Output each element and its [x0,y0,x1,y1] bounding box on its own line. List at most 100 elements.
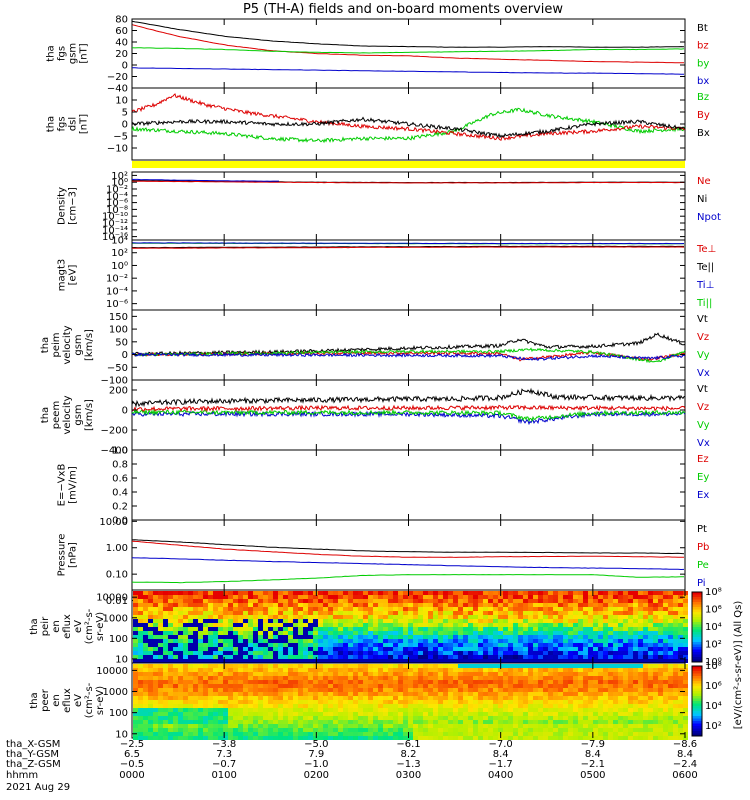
legend-entry: Ne [697,176,711,187]
heatmap-cell [153,720,158,724]
heatmap-cell [428,696,433,700]
heatmap-cell [333,599,338,603]
heatmap-cell [578,619,583,623]
heatmap-cell [383,591,388,595]
heatmap-cell [163,692,168,696]
heatmap-cell [278,716,283,720]
heatmap-cell [263,700,268,704]
heatmap-cell [493,720,498,724]
heatmap-cell [358,639,363,643]
heatmap-cell [173,680,178,684]
heatmap-cell [618,595,623,599]
heatmap-cell [503,623,508,627]
heatmap-cell [343,595,348,599]
heatmap-cell [658,627,663,631]
heatmap-cell [478,639,483,643]
heatmap-cell [328,655,333,659]
heatmap-cell [188,643,193,647]
heatmap-cell [288,639,293,643]
heatmap-cell [188,595,193,599]
heatmap-cell [398,720,403,724]
heatmap-cell [608,736,613,740]
heatmap-cell [148,603,153,607]
heatmap-cell [433,708,438,712]
heatmap-cell [408,631,413,635]
heatmap-cell [543,704,548,708]
heatmap-cell [393,712,398,716]
heatmap-cell [478,712,483,716]
heatmap-cell [463,708,468,712]
ephemeris-value: 0600 [672,770,697,781]
heatmap-cell [303,619,308,623]
heatmap-cell [278,676,283,680]
heatmap-cell [638,603,643,607]
heatmap-cell [233,615,238,619]
heatmap-cell [308,708,313,712]
heatmap-cell [623,651,628,655]
heatmap-cell [443,611,448,615]
heatmap-cell [513,672,518,676]
heatmap-cell [278,647,283,651]
heatmap-cell [513,708,518,712]
heatmap-cell [378,595,383,599]
heatmap-cell [553,659,558,663]
heatmap-cell [363,631,368,635]
heatmap-cell [648,732,653,736]
heatmap-cell [603,595,608,599]
heatmap-cell [323,611,328,615]
heatmap-cell [458,688,463,692]
heatmap-cell [203,704,208,708]
heatmap-cell [483,720,488,724]
heatmap-cell [578,732,583,736]
heatmap-cell [658,724,663,728]
legend-entry: Vx [697,368,710,379]
heatmap-cell [528,700,533,704]
heatmap-cell [553,716,558,720]
heatmap-cell [163,700,168,704]
heatmap-cell [313,676,318,680]
heatmap-cell [658,591,663,595]
heatmap-cell [418,591,423,595]
heatmap-cell [318,647,323,651]
heatmap-cell [348,688,353,692]
heatmap-cell [243,712,248,716]
heatmap-cell [673,736,678,740]
heatmap-cell [538,708,543,712]
heatmap-cell [438,716,443,720]
heatmap-cell [603,672,608,676]
heatmap-cell [528,664,533,668]
ephemeris-value: −1.3 [396,759,420,770]
heatmap-cell [178,659,183,663]
heatmap-cell [143,651,148,655]
heatmap-cell [583,655,588,659]
heatmap-cell [263,696,268,700]
heatmap-cell [478,684,483,688]
heatmap-cell [408,696,413,700]
heatmap-cell [423,708,428,712]
heatmap-cell [273,627,278,631]
heatmap-cell [488,724,493,728]
heatmap-cell [388,647,393,651]
heatmap-cell [333,728,338,732]
heatmap-cell [383,631,388,635]
heatmap-cell [243,639,248,643]
heatmap-cell [638,688,643,692]
heatmap-cell [268,704,273,708]
heatmap-cell [263,639,268,643]
heatmap-cell [293,704,298,708]
heatmap-cell [138,659,143,663]
heatmap-cell [663,623,668,627]
heatmap-cell [198,696,203,700]
heatmap-cell [663,672,668,676]
heatmap-cell [233,696,238,700]
heatmap-cell [663,599,668,603]
heatmap-cell [343,659,348,663]
heatmap-cell [508,680,513,684]
heatmap-cell [528,676,533,680]
heatmap-cell [448,647,453,651]
ephemeris-value: −0.5 [120,759,144,770]
heatmap-cell [658,720,663,724]
heatmap-cell [288,704,293,708]
heatmap-cell [643,736,648,740]
heatmap-cell [528,724,533,728]
